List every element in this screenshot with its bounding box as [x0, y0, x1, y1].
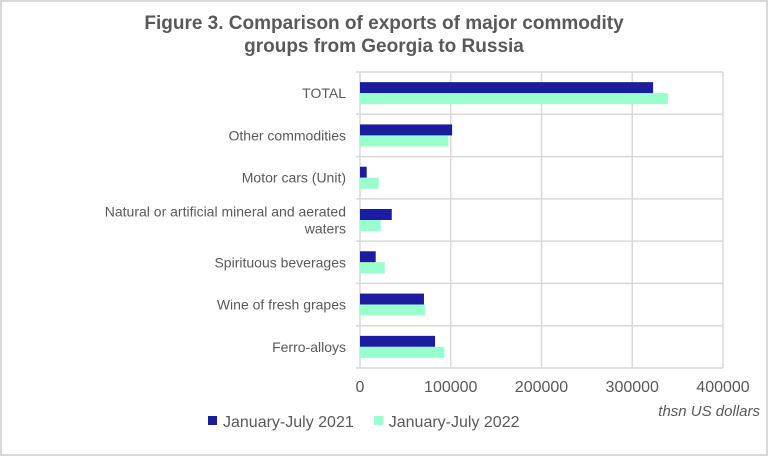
bar-2022 [360, 220, 381, 231]
category-label: Motor cars (Unit) [242, 170, 346, 186]
x-tick-label: 300000 [606, 379, 659, 396]
category-label: Wine of fresh grapes [217, 297, 346, 313]
bar-2022 [360, 262, 385, 274]
bar-2022 [360, 346, 445, 358]
bar-2021 [360, 124, 453, 136]
legend: January-July 2021 January-July 2022 [208, 414, 520, 432]
bar-2021 [360, 335, 436, 347]
bar-2022 [360, 177, 379, 189]
legend-label-2022: January-July 2022 [388, 414, 520, 431]
legend-item-2021: January-July 2021 [208, 414, 354, 432]
x-axis-unit-label: thsn US dollars [658, 403, 760, 420]
bar-2021 [360, 293, 424, 305]
title-line-2: groups from Georgia to Russia [244, 36, 524, 57]
legend-item-2022: January-July 2022 [373, 414, 520, 432]
category-label: Other commodities [229, 127, 346, 143]
legend-swatch-2022 [373, 416, 383, 426]
legend-label-2021: January-July 2021 [223, 414, 354, 431]
category-label: TOTAL [302, 85, 346, 101]
x-tick-label: 0 [356, 379, 365, 396]
x-tick-label: 400000 [696, 379, 749, 396]
bar-2021 [360, 209, 392, 220]
bar-2021 [360, 82, 654, 94]
bar-2021 [360, 251, 376, 263]
bar-2022 [360, 93, 669, 105]
category-label: Natural or artificial mineral and aerate… [105, 204, 346, 220]
bar-2021 [360, 166, 367, 178]
bar-2022 [360, 135, 449, 147]
chart-title: Figure 3. Comparison of exports of major… [0, 12, 768, 58]
legend-swatch-2021 [208, 416, 217, 426]
category-label: waters [304, 221, 346, 237]
category-label: Spirituous beverages [214, 254, 346, 270]
x-tick-label: 200000 [515, 379, 568, 396]
bar-2022 [360, 304, 425, 316]
x-tick-label: 100000 [424, 379, 477, 396]
category-label: Ferro-alloys [272, 339, 346, 355]
title-line-1: Figure 3. Comparison of exports of major… [144, 13, 624, 34]
